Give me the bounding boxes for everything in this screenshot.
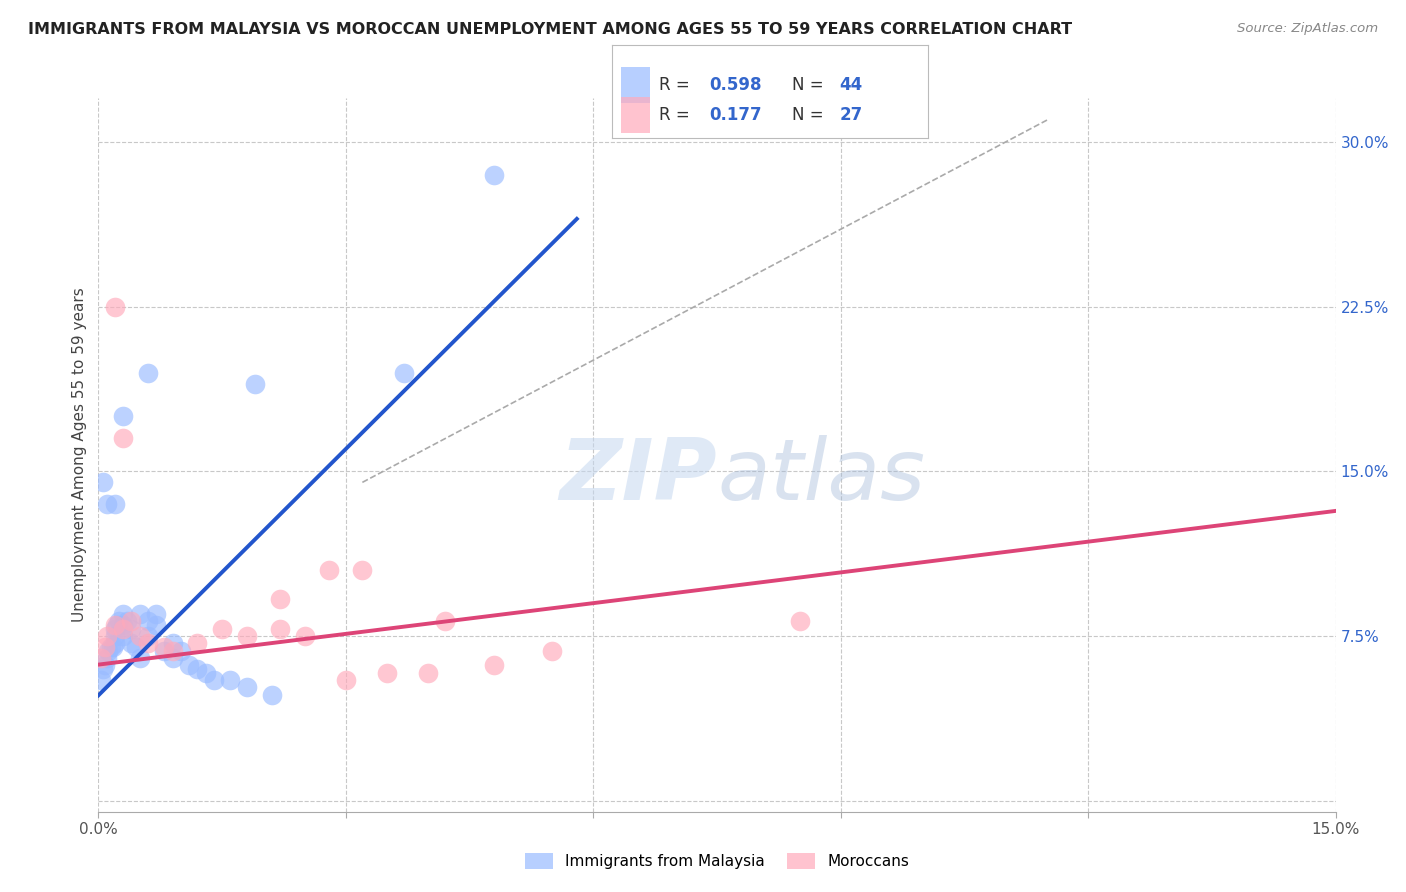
Point — [179, 657, 201, 672]
Point — [236, 680, 259, 694]
Point — [105, 618, 128, 632]
Point — [104, 623, 127, 637]
Point — [128, 607, 150, 621]
Text: R =: R = — [659, 106, 695, 124]
Point — [112, 409, 135, 424]
Point — [194, 666, 217, 681]
Point — [103, 640, 125, 654]
Point — [120, 614, 142, 628]
Text: ZIP: ZIP — [560, 434, 717, 518]
Point — [484, 168, 506, 182]
Point — [162, 651, 184, 665]
Point — [117, 614, 139, 628]
Point — [104, 635, 127, 649]
Point — [145, 618, 167, 632]
Text: N =: N = — [792, 76, 828, 94]
Point — [100, 640, 122, 654]
Point — [145, 607, 167, 621]
Point — [269, 591, 291, 606]
Point — [186, 662, 208, 676]
Point — [352, 563, 374, 577]
Point — [335, 673, 357, 687]
Point — [433, 614, 456, 628]
Point — [186, 635, 208, 649]
Point — [375, 666, 398, 681]
Point — [136, 629, 159, 643]
Point — [170, 644, 193, 658]
Point — [96, 497, 118, 511]
Point — [97, 644, 120, 658]
Point — [104, 618, 127, 632]
Point — [418, 666, 440, 681]
Point — [789, 614, 811, 628]
Point — [90, 673, 112, 687]
Point — [108, 614, 131, 628]
Point — [269, 623, 291, 637]
Point — [153, 640, 176, 654]
Point — [96, 651, 118, 665]
Point — [128, 651, 150, 665]
Point — [392, 366, 415, 380]
Point — [243, 376, 266, 391]
Point — [91, 662, 114, 676]
Point — [236, 629, 259, 643]
Text: 44: 44 — [839, 76, 863, 94]
Point — [104, 497, 127, 511]
Point — [202, 673, 225, 687]
Point — [120, 635, 142, 649]
Text: 0.598: 0.598 — [710, 76, 762, 94]
Text: IMMIGRANTS FROM MALAYSIA VS MOROCCAN UNEMPLOYMENT AMONG AGES 55 TO 59 YEARS CORR: IMMIGRANTS FROM MALAYSIA VS MOROCCAN UNE… — [28, 22, 1073, 37]
Point — [541, 644, 564, 658]
Point — [112, 623, 135, 637]
Text: R =: R = — [659, 76, 695, 94]
Point — [112, 607, 135, 621]
Point — [124, 640, 146, 654]
Point — [294, 629, 316, 643]
Point — [136, 635, 159, 649]
Point — [104, 629, 127, 643]
Point — [91, 475, 114, 490]
Point — [104, 300, 127, 314]
Point — [90, 651, 112, 665]
Text: 0.177: 0.177 — [710, 106, 762, 124]
Point — [94, 657, 117, 672]
Point — [318, 563, 340, 577]
Point — [112, 432, 135, 446]
Point — [136, 366, 159, 380]
Point — [211, 623, 233, 637]
Bar — [621, 97, 650, 133]
Text: Source: ZipAtlas.com: Source: ZipAtlas.com — [1237, 22, 1378, 36]
Point — [162, 635, 184, 649]
Point — [128, 629, 150, 643]
Point — [96, 629, 118, 643]
Legend: Immigrants from Malaysia, Moroccans: Immigrants from Malaysia, Moroccans — [519, 847, 915, 875]
Y-axis label: Unemployment Among Ages 55 to 59 years: Unemployment Among Ages 55 to 59 years — [72, 287, 87, 623]
Point — [219, 673, 242, 687]
Point — [136, 614, 159, 628]
Text: atlas: atlas — [717, 434, 925, 518]
Bar — [621, 67, 650, 103]
Point — [120, 623, 142, 637]
Text: 27: 27 — [839, 106, 863, 124]
Point — [112, 629, 135, 643]
Point — [94, 640, 117, 654]
Point — [112, 618, 135, 632]
Text: N =: N = — [792, 106, 828, 124]
Point — [162, 644, 184, 658]
Point — [260, 689, 283, 703]
Point — [153, 644, 176, 658]
Point — [484, 657, 506, 672]
